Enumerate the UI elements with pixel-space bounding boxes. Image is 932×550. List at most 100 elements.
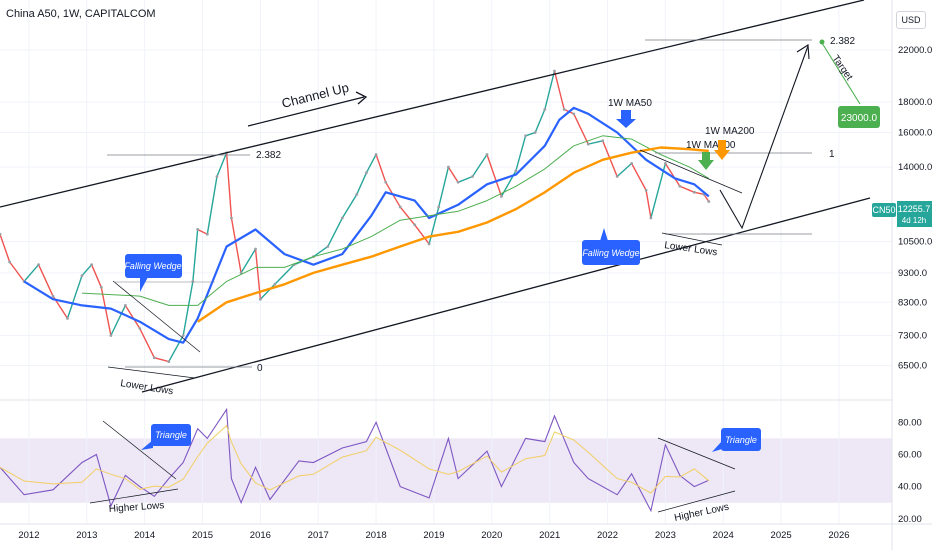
target-value-box (838, 106, 880, 128)
price-point (123, 304, 127, 307)
price-tick-label: 16000.0 (898, 128, 932, 139)
target-line (821, 42, 861, 105)
price-point (663, 162, 667, 165)
price-segment (23, 264, 40, 282)
price-segment (327, 217, 343, 247)
wedge-left-top (112, 280, 201, 353)
channel-lower-line (141, 197, 871, 393)
price-point (384, 180, 388, 184)
price-point (572, 112, 576, 116)
ma200-line (197, 146, 709, 323)
ma50-label: 1W MA50 (608, 98, 652, 109)
ma50-line (23, 106, 710, 344)
higher-lows-left-label: Higher Lows (108, 500, 164, 515)
price-segment (0, 233, 11, 263)
price-segment (399, 206, 416, 226)
channel-up-label: Channel Up (280, 80, 350, 111)
price-point (586, 142, 590, 146)
price-point (326, 245, 330, 248)
price-point (562, 107, 566, 111)
price-segment (225, 152, 233, 219)
triangle-right-text: Triangle (725, 435, 757, 445)
fib-right-2382-label: 2.382 (830, 36, 855, 47)
x-tick-label: 2025 (771, 530, 792, 541)
triangle-right-bubble (721, 428, 761, 451)
price-point (191, 279, 195, 283)
price-segment (679, 185, 695, 193)
falling-wedge-right-text: Falling Wedge (582, 248, 639, 258)
price-segment (664, 163, 681, 187)
price-segment (341, 193, 358, 219)
price-segment (573, 113, 589, 145)
price-segment (154, 357, 169, 363)
price-point (615, 175, 619, 178)
rsi-tick-label: 20.00 (898, 514, 922, 525)
ma50-arrow-icon (616, 110, 636, 128)
price-tick-label: 22000.0 (898, 45, 932, 56)
price-tick-label: 18000.0 (898, 97, 932, 108)
price-point (678, 184, 682, 188)
price-segment (515, 135, 527, 171)
ma200-arrow-icon (714, 140, 730, 160)
price-point (500, 194, 503, 198)
price-segment (197, 228, 208, 235)
price-point (471, 175, 474, 178)
price-point (340, 216, 344, 220)
falling-wedge-left-bubble (125, 254, 182, 278)
price-point (601, 139, 605, 143)
channel-arrow (247, 96, 365, 127)
currency-selector[interactable]: USD (896, 11, 926, 29)
price-segment (525, 131, 536, 137)
price-segment (534, 109, 546, 133)
price-point (181, 334, 185, 337)
price-point (398, 205, 402, 209)
price-tick-label: 10500.0 (898, 236, 932, 247)
price-point (533, 131, 537, 134)
price-point (355, 192, 359, 196)
price-point (456, 180, 460, 184)
channel-upper-line (0, 0, 865, 208)
last-price-value: 12255.7 (898, 204, 931, 214)
x-tick-label: 2024 (713, 530, 734, 541)
price-point (37, 263, 40, 267)
price-segment (90, 264, 102, 288)
price-point (99, 285, 103, 289)
target-label: Target (830, 53, 855, 82)
price-point (167, 360, 171, 363)
price-segment (544, 70, 556, 110)
price-point (437, 205, 441, 209)
price-point (630, 162, 634, 165)
rsi-triangle-left-top (102, 420, 177, 480)
price-segment (37, 264, 54, 297)
channel-arrow-head (355, 91, 368, 105)
fib-right-1-label: 1 (829, 149, 835, 160)
price-segment (274, 264, 295, 285)
price-segment (124, 305, 141, 329)
higher-lows-right-label: Higher Lows (673, 502, 730, 524)
drawing-layer: Channel Up 2.382 0 2.382 1 Lower Lows Lo… (0, 0, 880, 524)
price-point (152, 356, 156, 360)
price-segment (438, 166, 450, 208)
chart-title: China A50, 1W, CAPITALCOM (6, 8, 156, 20)
symbol-tag-text: CN50 (872, 205, 895, 215)
price-point (514, 169, 518, 173)
price-point (230, 216, 233, 220)
rsi-triangle-right-bottom (657, 490, 736, 513)
price-segment (414, 224, 430, 245)
price-point (374, 153, 378, 156)
triangle-left-text: Triangle (155, 430, 187, 440)
rsi-line (0, 407, 710, 513)
ma100-line (81, 135, 710, 306)
triangle-left-bubble (151, 424, 191, 446)
rsi-tick-label: 80.00 (898, 417, 922, 428)
price-segment (206, 176, 218, 235)
price-segment (110, 305, 126, 336)
x-tick-label: 2015 (192, 530, 213, 541)
price-segment (100, 287, 112, 336)
price-segment (81, 264, 93, 277)
price-segment (553, 70, 565, 110)
x-tick-label: 2020 (481, 530, 502, 541)
x-tick-label: 2017 (308, 530, 329, 541)
price-point (51, 294, 55, 298)
